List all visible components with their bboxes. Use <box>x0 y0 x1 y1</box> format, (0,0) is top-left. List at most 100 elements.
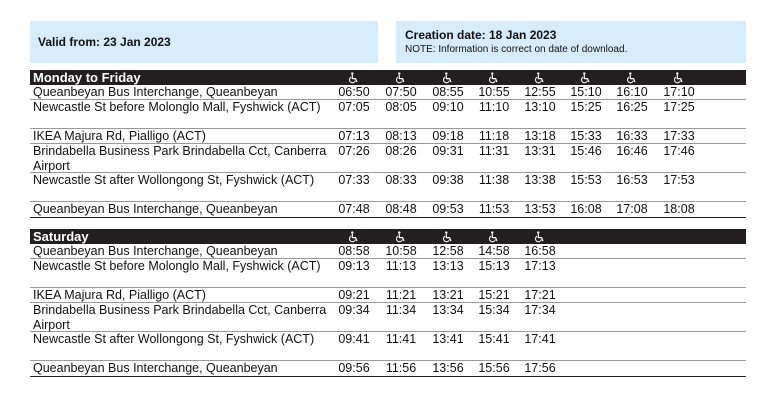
departure-time: 09:53 <box>432 202 464 216</box>
timetable-monday-to-friday: Monday to Friday Queanbeyan Bus Interchan… <box>30 70 746 218</box>
departure-time: 09:21 <box>338 288 370 302</box>
departure-time: 17:53 <box>663 173 695 187</box>
departure-time: 13:18 <box>524 129 556 143</box>
departure-time: 13:10 <box>524 100 556 114</box>
departure-time: 13:41 <box>432 332 464 346</box>
departure-time: 11:31 <box>478 144 510 158</box>
timetable-row: Newcastle St before Molonglo Mall, Fyshw… <box>30 259 746 288</box>
departure-time: 11:10 <box>478 100 510 114</box>
stop-name: Queanbeyan Bus Interchange, Queanbeyan <box>33 244 278 258</box>
stop-name: Queanbeyan Bus Interchange, Queanbeyan <box>33 361 278 375</box>
departure-time: 11:21 <box>385 288 417 302</box>
departure-time: 09:18 <box>432 129 464 143</box>
departure-time: 09:31 <box>432 144 464 158</box>
day-header-band: Monday to Friday <box>30 70 746 85</box>
departure-time: 17:34 <box>524 303 556 317</box>
day-title: Saturday <box>33 229 89 244</box>
departure-time: 07:13 <box>338 129 370 143</box>
timetable-row: Newcastle St before Molonglo Mall, Fyshw… <box>30 100 746 129</box>
departure-time: 11:13 <box>385 259 417 273</box>
wheelchair-icon <box>348 230 360 243</box>
departure-time: 16:58 <box>524 244 556 258</box>
departure-time: 17:33 <box>663 129 695 143</box>
timetable-row: IKEA Majura Rd, Pialligo (ACT) 09:21 11:21… <box>30 288 746 303</box>
departure-time: 13:21 <box>432 288 464 302</box>
stop-name: Newcastle St before Molonglo Mall, Fyshw… <box>33 259 321 273</box>
departure-time: 10:55 <box>478 85 510 99</box>
departure-time: 13:13 <box>432 259 464 273</box>
stop-name: Brindabella Business Park Brindabella Cc… <box>33 303 327 332</box>
departure-time: 09:38 <box>432 173 464 187</box>
valid-from-text: Valid from: 23 Jan 2023 <box>38 35 171 49</box>
departure-time: 13:53 <box>524 202 556 216</box>
departure-time: 12:55 <box>524 85 556 99</box>
wheelchair-icon <box>348 71 360 84</box>
departure-time: 15:46 <box>570 144 602 158</box>
departure-time: 13:31 <box>524 144 556 158</box>
departure-time: 15:10 <box>570 85 602 99</box>
departure-time: 07:26 <box>338 144 370 158</box>
day-header-band: Saturday <box>30 229 746 244</box>
departure-time: 17:56 <box>524 361 556 375</box>
wheelchair-icon <box>534 230 546 243</box>
wheelchair-icon <box>673 71 685 84</box>
day-title: Monday to Friday <box>33 70 141 85</box>
departure-time: 16:33 <box>616 129 648 143</box>
stop-name: Newcastle St after Wollongong St, Fyshwi… <box>33 332 315 346</box>
departure-time: 07:48 <box>338 202 370 216</box>
departure-time: 11:38 <box>478 173 510 187</box>
departure-time: 14:58 <box>478 244 510 258</box>
departure-time: 15:25 <box>570 100 602 114</box>
timetable-row: Queanbeyan Bus Interchange, Queanbeyan 07… <box>30 202 746 218</box>
timetable-row: Newcastle St after Wollongong St, Fyshwi… <box>30 332 746 361</box>
departure-time: 08:26 <box>385 144 417 158</box>
departure-time: 17:21 <box>524 288 556 302</box>
departure-time: 16:53 <box>616 173 648 187</box>
stop-name: Newcastle St after Wollongong St, Fyshwi… <box>33 173 315 187</box>
departure-time: 15:56 <box>478 361 510 375</box>
wheelchair-icon <box>488 230 500 243</box>
departure-time: 09:10 <box>432 100 464 114</box>
departure-time: 08:33 <box>385 173 417 187</box>
departure-time: 07:50 <box>385 85 417 99</box>
departure-time: 15:34 <box>478 303 510 317</box>
wheelchair-icon <box>442 230 454 243</box>
stop-name: Queanbeyan Bus Interchange, Queanbeyan <box>33 85 278 99</box>
departure-time: 16:08 <box>570 202 602 216</box>
creation-date-box: Creation date: 18 Jan 2023 NOTE: Informa… <box>396 21 746 63</box>
departure-time: 16:46 <box>616 144 648 158</box>
download-note: NOTE: Information is correct on date of … <box>405 44 628 55</box>
wheelchair-icon <box>580 71 592 84</box>
departure-time: 09:13 <box>338 259 370 273</box>
departure-time: 17:25 <box>663 100 695 114</box>
departure-time: 11:56 <box>385 361 417 375</box>
stop-name: Newcastle St before Molonglo Mall, Fyshw… <box>33 100 321 114</box>
departure-time: 16:25 <box>616 100 648 114</box>
departure-time: 08:05 <box>385 100 417 114</box>
departure-time: 15:53 <box>570 173 602 187</box>
departure-time: 17:08 <box>616 202 648 216</box>
departure-time: 09:56 <box>338 361 370 375</box>
creation-date-text: Creation date: 18 Jan 2023 <box>405 28 557 42</box>
wheelchair-icon <box>442 71 454 84</box>
departure-time: 13:38 <box>524 173 556 187</box>
departure-time: 08:58 <box>338 244 370 258</box>
wheelchair-icon <box>626 71 638 84</box>
departure-time: 07:05 <box>338 100 370 114</box>
timetable-row: Brindabella Business Park Brindabella Cc… <box>30 144 746 173</box>
departure-time: 11:34 <box>385 303 417 317</box>
departure-time: 11:41 <box>385 332 417 346</box>
departure-time: 15:21 <box>478 288 510 302</box>
departure-time: 17:41 <box>524 332 556 346</box>
wheelchair-icon <box>395 230 407 243</box>
timetable-row: Queanbeyan Bus Interchange, Queanbeyan 08… <box>30 244 746 259</box>
departure-time: 15:13 <box>478 259 510 273</box>
departure-time: 12:58 <box>432 244 464 258</box>
departure-time: 11:53 <box>478 202 510 216</box>
timetable-saturday: Saturday Queanbeyan Bus Interchange, Quea… <box>30 229 746 377</box>
departure-time: 10:58 <box>385 244 417 258</box>
departure-time: 08:55 <box>432 85 464 99</box>
departure-time: 09:34 <box>338 303 370 317</box>
timetable-row: IKEA Majura Rd, Pialligo (ACT) 07:13 08:13… <box>30 129 746 144</box>
stop-name: Queanbeyan Bus Interchange, Queanbeyan <box>33 202 278 216</box>
